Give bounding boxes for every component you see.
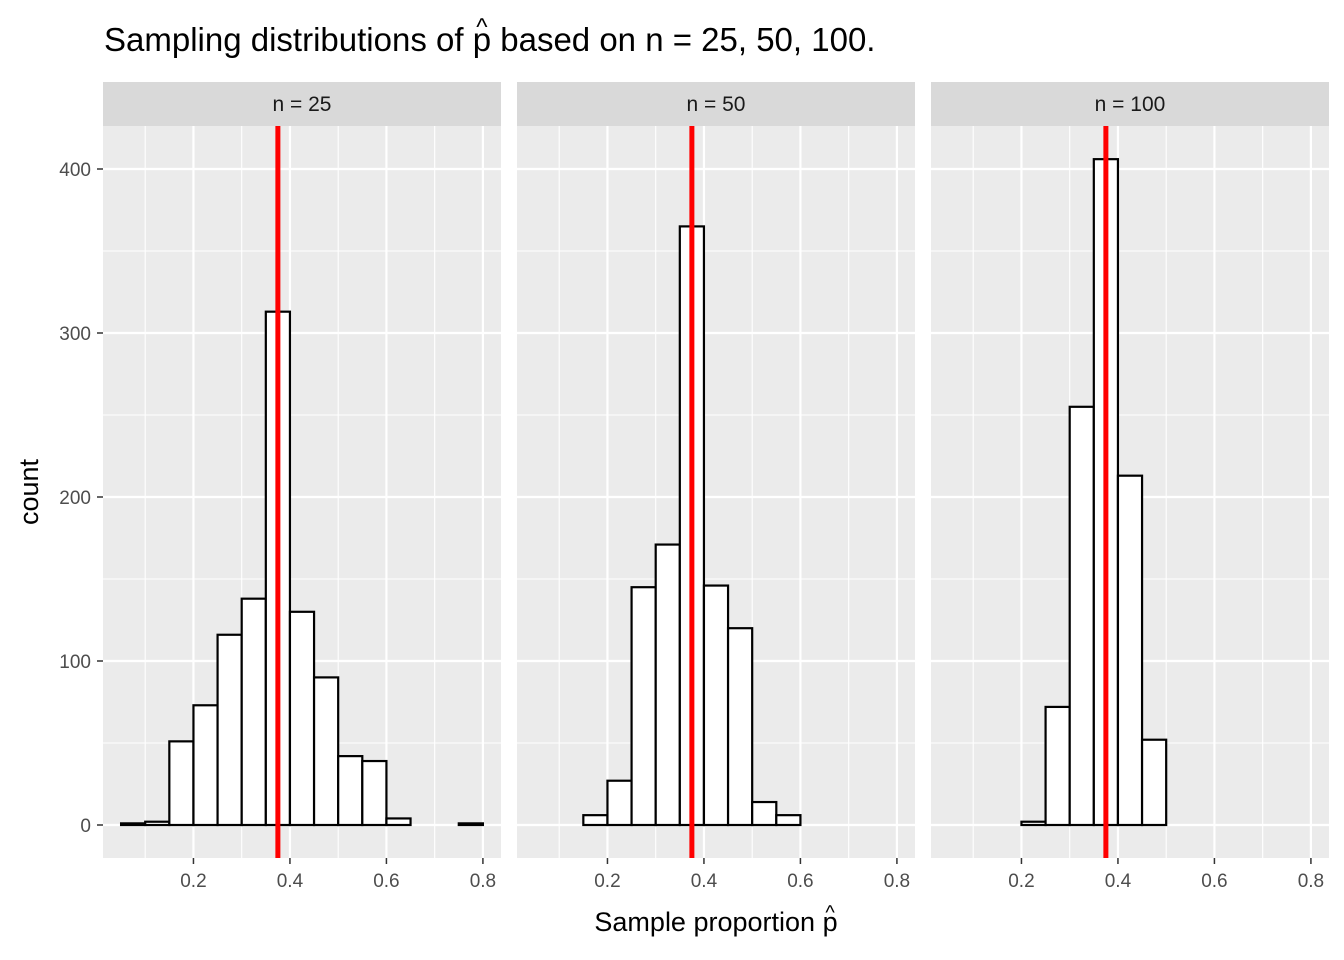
histogram-bar xyxy=(216,633,243,827)
facet-strip xyxy=(931,82,1329,126)
x-tick-label: 0.8 xyxy=(1298,871,1324,892)
histogram-bar xyxy=(312,676,340,827)
histogram-bar xyxy=(119,822,147,827)
facet-strip xyxy=(517,82,915,126)
y-tick-label: 0 xyxy=(80,816,91,837)
x-tick-label: 0.2 xyxy=(594,871,620,892)
histogram-bar xyxy=(702,584,730,827)
facet-strip-label: n = 100 xyxy=(1095,93,1166,116)
title-hat-accent: ^ xyxy=(476,14,488,41)
histogram-bar xyxy=(192,704,219,827)
facet-panels: n = 25 n = 50 n = 100 xyxy=(103,82,1329,858)
y-tick-label: 400 xyxy=(59,160,91,181)
facet-panel: n = 50 xyxy=(517,82,915,858)
facet-strip-label: n = 50 xyxy=(687,93,746,116)
y-tick-label: 100 xyxy=(59,652,91,673)
y-axis: 0 100 200 300 400 xyxy=(59,160,103,837)
y-tick-label: 300 xyxy=(59,324,91,345)
x-tick-label: 0.4 xyxy=(1105,871,1132,892)
x-tick-label: 0.8 xyxy=(470,871,496,892)
facet-panel: n = 100 xyxy=(931,82,1329,858)
xlabel-phat-symbol: p xyxy=(823,907,838,937)
histogram-bar xyxy=(144,820,171,827)
histogram-bar xyxy=(361,759,388,827)
chart-title: Sampling distributions of p based on n =… xyxy=(104,21,875,58)
histogram-bar xyxy=(630,586,657,827)
histogram-bar xyxy=(751,800,778,827)
histogram-bar xyxy=(1140,738,1168,827)
facet-strip xyxy=(103,82,501,126)
xlabel-hat-accent: ^ xyxy=(825,902,835,924)
x-tick-label: 0.4 xyxy=(277,871,304,892)
x-axes: 0.2 0.4 0.6 0.8 0.2 0.4 0.6 0.8 0.2 0.4 0.6 0.8 xyxy=(180,858,1324,892)
histogram-bar xyxy=(606,779,633,827)
x-tick-label: 0.2 xyxy=(180,871,206,892)
histogram-bar xyxy=(337,755,364,827)
y-tick-label: 200 xyxy=(59,488,91,509)
x-axis-title: Sample proportion p xyxy=(594,907,837,937)
histogram-bar xyxy=(1116,474,1144,827)
x-tick-label: 0.2 xyxy=(1008,871,1034,892)
x-tick-label: 0.6 xyxy=(1201,871,1227,892)
histogram-bar xyxy=(168,740,195,827)
histogram-bar xyxy=(654,543,681,827)
histogram-bar xyxy=(457,822,485,827)
facet-strip-label: n = 25 xyxy=(273,93,332,116)
histogram-bar xyxy=(385,817,412,827)
histogram-bar xyxy=(1020,820,1047,827)
x-tick-label: 0.4 xyxy=(691,871,718,892)
histogram-bar xyxy=(288,610,316,827)
x-tick-label: 0.6 xyxy=(373,871,399,892)
facet-panel: n = 25 xyxy=(103,82,501,858)
histogram-bar xyxy=(775,814,802,827)
histogram-bar xyxy=(1044,705,1071,827)
y-axis-title: count xyxy=(14,458,44,525)
histogram-bar xyxy=(1068,405,1095,827)
histogram-bar xyxy=(582,814,609,827)
x-tick-label: 0.6 xyxy=(787,871,813,892)
histogram-bar xyxy=(240,597,267,827)
title-phat-symbol: p xyxy=(473,21,491,58)
x-tick-label: 0.8 xyxy=(884,871,910,892)
histogram-bar xyxy=(726,627,754,827)
